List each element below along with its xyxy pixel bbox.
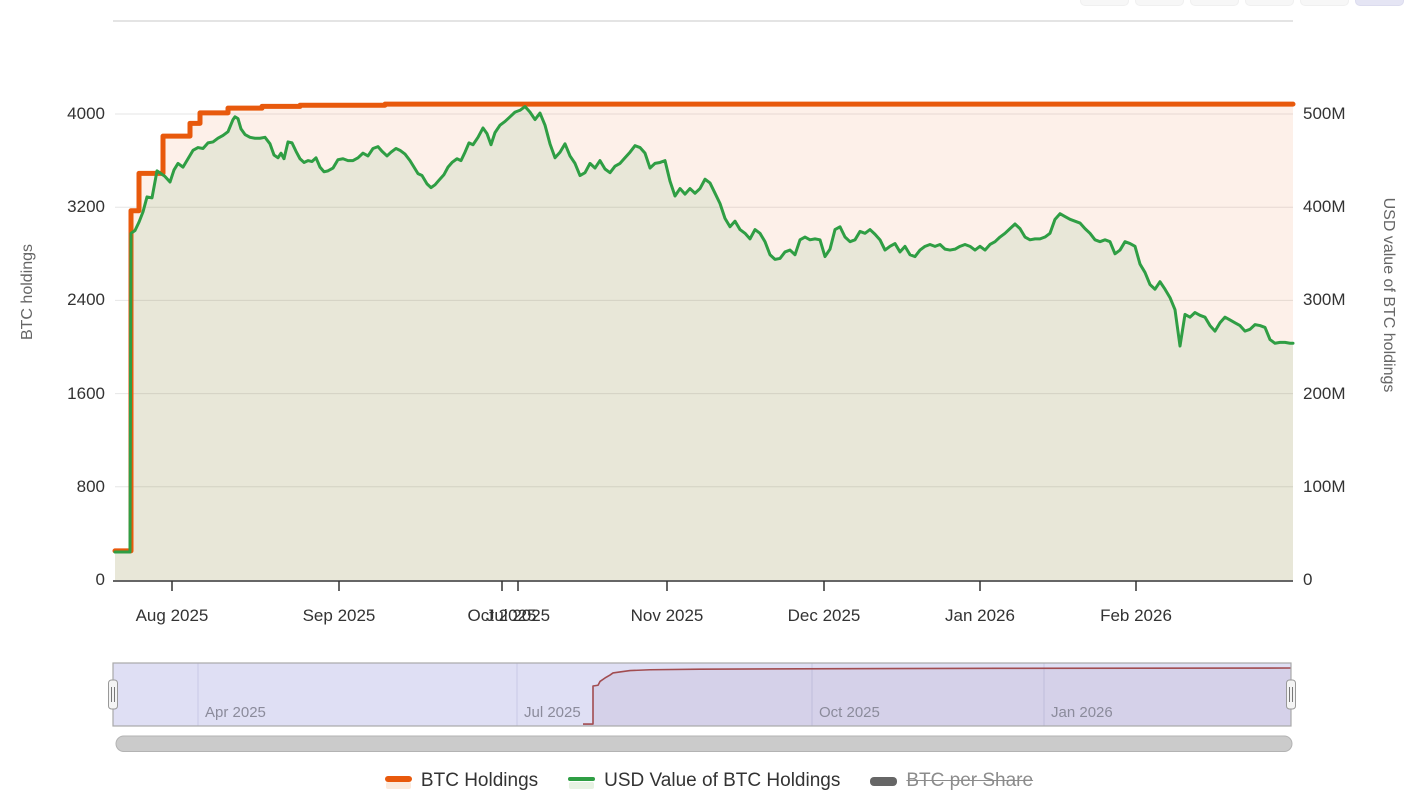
- navigator-bg: [113, 663, 1291, 726]
- range-button-0[interactable]: [1080, 0, 1129, 6]
- x-axis-label: Jan 2026: [945, 606, 1015, 625]
- left-axis-label: 0: [95, 570, 105, 589]
- range-button-5[interactable]: [1355, 0, 1404, 6]
- right-axis-label: 400M: [1303, 197, 1346, 217]
- left-axis-label: 800: [76, 476, 105, 496]
- legend: BTC Holdings USD Value of BTC Holdings B…: [0, 770, 1418, 792]
- x-axis-label: Feb 2026: [1100, 606, 1172, 625]
- legend-item-usd-value[interactable]: USD Value of BTC Holdings: [568, 770, 840, 792]
- right-axis-title: USD value of BTC holdings: [1380, 197, 1397, 393]
- legend-item-btc-per-share[interactable]: BTC per Share: [870, 770, 1033, 792]
- left-axis-label: 4000: [67, 104, 105, 123]
- btc-holdings-line: [112, 101, 1296, 554]
- range-button-3[interactable]: [1245, 0, 1294, 6]
- right-axis-label: 200M: [1303, 383, 1346, 403]
- range-button-1[interactable]: [1135, 0, 1184, 6]
- left-axis-title: BTC holdings: [19, 243, 36, 341]
- btc-per-share-series-marker-icon: [870, 774, 898, 789]
- legend-label: BTC Holdings: [420, 770, 539, 791]
- right-axis-label: 300M: [1303, 290, 1346, 310]
- navigator-series-line: [583, 667, 1292, 725]
- scrollbar-thumb[interactable]: [115, 735, 1293, 752]
- left-axis-label: 1600: [67, 383, 105, 403]
- right-axis-label: 100M: [1303, 476, 1346, 496]
- x-axis-label: Jul 2025: [485, 606, 551, 625]
- x-axis-label: Dec 2025: [787, 606, 861, 625]
- navigator-left-handle[interactable]: [108, 679, 118, 710]
- x-axis-label: Nov 2025: [630, 606, 704, 625]
- navigator-label: Jan 2026: [1051, 704, 1113, 721]
- x-axis-label: Sep 2025: [302, 606, 376, 625]
- navigator-label: Apr 2025: [205, 704, 266, 721]
- btc-holdings-area: [115, 104, 1293, 580]
- x-axis-label: Oct 2025: [467, 606, 537, 625]
- x-axis-label: Aug 2025: [135, 606, 209, 625]
- usd-value-area: [115, 106, 1293, 580]
- navigator-mask[interactable]: [113, 663, 1291, 726]
- legend-label: USD Value of BTC Holdings: [604, 770, 841, 791]
- left-axis-label: 3200: [67, 197, 105, 217]
- usd-value-series-marker-icon: [568, 774, 596, 789]
- right-axis-label: 500M: [1303, 104, 1346, 123]
- left-axis-label: 2400: [67, 290, 105, 310]
- navigator-label: Oct 2025: [819, 704, 880, 721]
- legend-item-btc-holdings[interactable]: BTC Holdings: [384, 770, 539, 792]
- navigator-right-handle[interactable]: [1286, 679, 1296, 710]
- top-divider: [113, 20, 1293, 22]
- btc-holdings-series-marker-icon: [384, 774, 412, 789]
- right-axis-label: 0: [1303, 570, 1313, 589]
- usd-value-line: [113, 105, 1295, 554]
- range-button-2[interactable]: [1190, 0, 1239, 6]
- legend-label: BTC per Share: [906, 770, 1034, 791]
- navigator-label: Jul 2025: [524, 704, 581, 721]
- navigator-series-area: [583, 668, 1291, 726]
- range-button-4[interactable]: [1300, 0, 1349, 6]
